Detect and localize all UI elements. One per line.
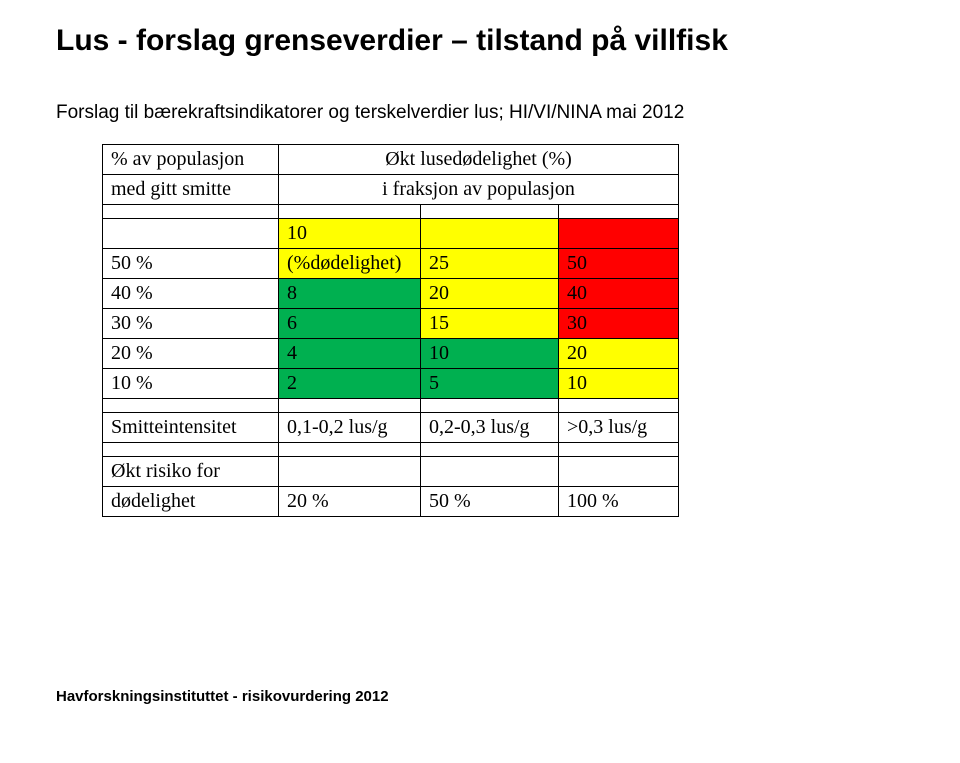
intensity-label: Smitteintensitet xyxy=(103,413,279,443)
row30-col1: 6 xyxy=(279,309,421,339)
table-row: 10 % 2 5 10 xyxy=(103,369,679,399)
table-row: Smitteintensitet 0,1-0,2 lus/g 0,2-0,3 l… xyxy=(103,413,679,443)
row40-col3: 40 xyxy=(559,279,679,309)
header-left-1: % av populasjon xyxy=(103,145,279,175)
spacer-row xyxy=(103,443,679,457)
row50-col2-blank xyxy=(421,219,559,249)
row50-col1-bot: (%dødelighet) xyxy=(279,249,421,279)
risk-col3-blank xyxy=(559,457,679,487)
table-header-row: med gitt smitte i fraksjon av populasjon xyxy=(103,175,679,205)
spacer-row xyxy=(103,205,679,219)
row30-label: 30 % xyxy=(103,309,279,339)
row50-col2: 25 xyxy=(421,249,559,279)
row10-col3: 10 xyxy=(559,369,679,399)
risk-col2: 50 % xyxy=(421,487,559,517)
row40-col2: 20 xyxy=(421,279,559,309)
row20-col1: 4 xyxy=(279,339,421,369)
table-row: 50 % (%dødelighet) 25 50 xyxy=(103,249,679,279)
risk-label-bot: dødelighet xyxy=(103,487,279,517)
table-header-row: % av populasjon Økt lusedødelighet (%) xyxy=(103,145,679,175)
risk-col1-blank xyxy=(279,457,421,487)
risk-label-top: Økt risiko for xyxy=(103,457,279,487)
row50-label: 50 % xyxy=(103,249,279,279)
row20-col2: 10 xyxy=(421,339,559,369)
risk-col1: 20 % xyxy=(279,487,421,517)
row50-label-blank xyxy=(103,219,279,249)
row40-label: 40 % xyxy=(103,279,279,309)
table-row: 30 % 6 15 30 xyxy=(103,309,679,339)
table-row: 20 % 4 10 20 xyxy=(103,339,679,369)
row30-col2: 15 xyxy=(421,309,559,339)
intensity-col2: 0,2-0,3 lus/g xyxy=(421,413,559,443)
table-row: 10 xyxy=(103,219,679,249)
row10-label: 10 % xyxy=(103,369,279,399)
table-row: dødelighet 20 % 50 % 100 % xyxy=(103,487,679,517)
row30-col3: 30 xyxy=(559,309,679,339)
row10-col1: 2 xyxy=(279,369,421,399)
table-row: Økt risiko for xyxy=(103,457,679,487)
header-left-2: med gitt smitte xyxy=(103,175,279,205)
row10-col2: 5 xyxy=(421,369,559,399)
table-row: 40 % 8 20 40 xyxy=(103,279,679,309)
intensity-col3: >0,3 lus/g xyxy=(559,413,679,443)
row40-col1: 8 xyxy=(279,279,421,309)
row50-col1-top: 10 xyxy=(279,219,421,249)
footer-text: Havforskningsinstituttet - risikovurderi… xyxy=(56,688,389,705)
header-right-1: Økt lusedødelighet (%) xyxy=(279,145,679,175)
row20-label: 20 % xyxy=(103,339,279,369)
header-right-2: i fraksjon av populasjon xyxy=(279,175,679,205)
slide-title: Lus - forslag grenseverdier – tilstand p… xyxy=(56,24,904,58)
wave-decor xyxy=(0,583,960,763)
threshold-table: % av populasjon Økt lusedødelighet (%) m… xyxy=(102,144,679,517)
row20-col3: 20 xyxy=(559,339,679,369)
spacer-row xyxy=(103,399,679,413)
row50-col3-blank xyxy=(559,219,679,249)
risk-col2-blank xyxy=(421,457,559,487)
slide-subtitle: Forslag til bærekraftsindikatorer og ter… xyxy=(56,102,904,124)
intensity-col1: 0,1-0,2 lus/g xyxy=(279,413,421,443)
row50-col3: 50 xyxy=(559,249,679,279)
risk-col3: 100 % xyxy=(559,487,679,517)
